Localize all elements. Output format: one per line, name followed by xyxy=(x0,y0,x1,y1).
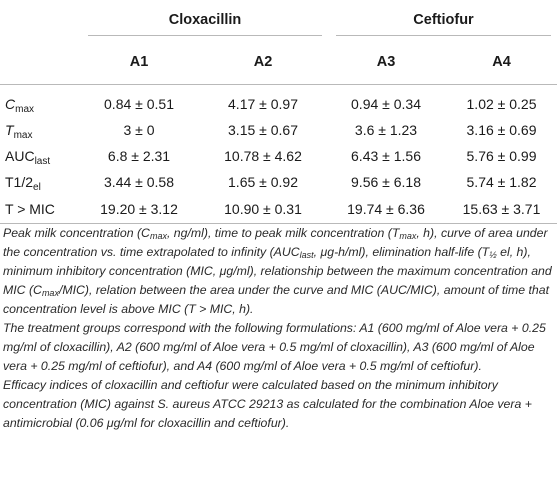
footnote-abbreviations: Peak milk concentration (Cmax, ng/ml), t… xyxy=(3,226,552,316)
table-cell: 5.74 ± 1.82 xyxy=(466,174,537,190)
row-label: AUClast xyxy=(5,148,51,167)
row-label: T > MIC xyxy=(0,195,78,224)
group-header-row: Cloxacillin Ceftiofur xyxy=(0,0,557,40)
sub-header-row: A1 A2 A3 A4 xyxy=(0,40,557,85)
table-footnotes: Peak milk concentration (Cmax, ng/ml), t… xyxy=(3,224,555,433)
footnote-treatment-groups: The treatment groups correspond with the… xyxy=(3,321,546,373)
footnote-efficacy: Efficacy indices of cloxacillin and ceft… xyxy=(3,378,532,430)
col-header-a3: A3 xyxy=(326,40,446,85)
table-row: AUClast 6.8 ± 2.31 10.78 ± 4.62 6.43 ± 1.56… xyxy=(0,143,557,169)
table-body: Cmax 0.84 ± 0.51 4.17 ± 0.97 0.94 ± 0.34 1.0… xyxy=(0,85,557,224)
col-header-a1: A1 xyxy=(78,40,200,85)
table-cell: 9.56 ± 6.18 xyxy=(351,174,421,190)
group-header-cloxacillin: Cloxacillin xyxy=(78,0,326,40)
table-cell: 0.94 ± 0.34 xyxy=(351,96,421,112)
row-label: Cmax xyxy=(5,96,35,115)
table-cell: 3.44 ± 0.58 xyxy=(104,174,174,190)
table-cell: 10.78 ± 4.62 xyxy=(224,148,302,164)
table-cell: 1.02 ± 0.25 xyxy=(466,96,537,112)
table-cell: 0.84 ± 0.51 xyxy=(104,96,174,112)
pharmacokinetic-table: Cloxacillin Ceftiofur A1 A2 A3 A4 Cmax 0.… xyxy=(0,0,557,224)
group-header-ceftiofur: Ceftiofur xyxy=(326,0,557,40)
table-cell: 10.90 ± 0.31 xyxy=(200,195,326,224)
table-cell: 3.15 ± 0.67 xyxy=(228,122,298,138)
table-cell: 6.8 ± 2.31 xyxy=(107,148,171,164)
table-cell: 4.17 ± 0.97 xyxy=(228,96,298,112)
table-row: Tmax 3 ± 0 3.15 ± 0.67 3.6 ± 1.23 3.16 ± 0.6… xyxy=(0,117,557,143)
row-label: T1/2el xyxy=(5,174,41,193)
table-row: T > MIC 19.20 ± 3.12 10.90 ± 0.31 19.74 ± 6… xyxy=(0,195,557,224)
table-cell: 1.65 ± 0.92 xyxy=(228,174,298,190)
table-row: Cmax 0.84 ± 0.51 4.17 ± 0.97 0.94 ± 0.34 1.0… xyxy=(0,85,557,118)
table-cell: 19.74 ± 6.36 xyxy=(326,195,446,224)
row-label: Tmax xyxy=(5,122,33,141)
table-row: T1/2el 3.44 ± 0.58 1.65 ± 0.92 9.56 ± 6.18 5… xyxy=(0,169,557,195)
table-cell: 6.43 ± 1.56 xyxy=(351,148,421,164)
table-cell: 19.20 ± 3.12 xyxy=(78,195,200,224)
table-cell: 5.76 ± 0.99 xyxy=(466,148,537,164)
col-header-a4: A4 xyxy=(446,40,557,85)
table-cell: 15.63 ± 3.71 xyxy=(446,195,557,224)
table-cell: 3 ± 0 xyxy=(123,122,155,138)
col-header-a2: A2 xyxy=(200,40,326,85)
pk-table-figure: Cloxacillin Ceftiofur A1 A2 A3 A4 Cmax 0.… xyxy=(0,0,557,430)
table-cell: 3.16 ± 0.69 xyxy=(466,122,537,138)
table-cell: 3.6 ± 1.23 xyxy=(354,122,418,138)
